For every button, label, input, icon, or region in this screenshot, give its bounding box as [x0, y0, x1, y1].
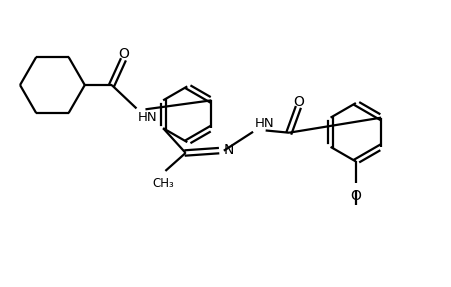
Text: O: O: [119, 47, 129, 61]
Text: HN: HN: [138, 111, 157, 124]
Text: O: O: [294, 95, 304, 109]
Text: HN: HN: [254, 117, 274, 129]
Text: N: N: [224, 143, 234, 157]
Text: O: O: [350, 189, 361, 203]
Text: CH₃: CH₃: [152, 177, 174, 190]
